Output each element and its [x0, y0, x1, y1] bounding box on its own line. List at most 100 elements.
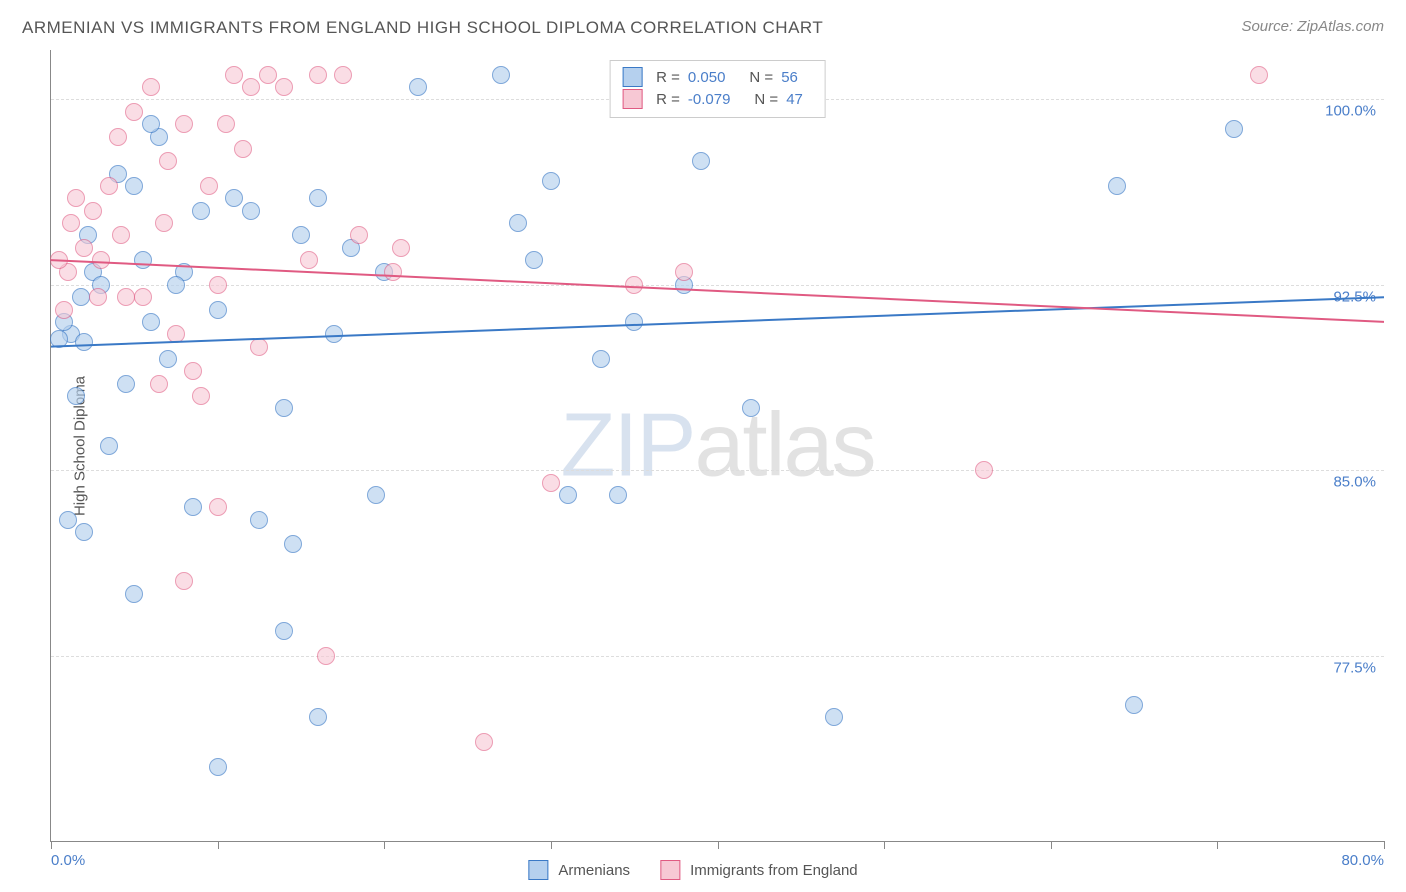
data-point-england [159, 152, 177, 170]
x-tick [51, 841, 52, 849]
legend-swatch-icon [622, 67, 642, 87]
legend-series-label: Immigrants from England [690, 862, 858, 879]
legend-n-label: N = [749, 69, 773, 86]
data-point-england [50, 251, 68, 269]
data-point-england [675, 263, 693, 281]
watermark: ZIPatlas [560, 394, 874, 497]
data-point-england [175, 572, 193, 590]
data-point-armenians [75, 333, 93, 351]
data-point-england [350, 226, 368, 244]
data-point-england [625, 276, 643, 294]
legend-r-value: -0.079 [688, 91, 731, 108]
data-point-england [92, 251, 110, 269]
legend-stats-box: R =0.050N =56R =-0.079N =47 [609, 60, 826, 118]
legend-swatch-icon [528, 860, 548, 880]
x-tick-label: 80.0% [1341, 852, 1384, 869]
data-point-england [84, 202, 102, 220]
data-point-armenians [100, 437, 118, 455]
data-point-england [975, 461, 993, 479]
data-point-armenians [284, 535, 302, 553]
data-point-armenians [1225, 120, 1243, 138]
data-point-england [117, 288, 135, 306]
chart-area: ZIPatlas 77.5%85.0%92.5%100.0%0.0%80.0%R… [50, 50, 1384, 842]
data-point-england [150, 375, 168, 393]
data-point-armenians [142, 115, 160, 133]
data-point-armenians [625, 313, 643, 331]
legend-n-value: 47 [786, 91, 803, 108]
data-point-england [217, 115, 235, 133]
data-point-armenians [125, 177, 143, 195]
data-point-england [234, 140, 252, 158]
data-point-armenians [142, 313, 160, 331]
legend-r-label: R = [656, 69, 680, 86]
legend-r-label: R = [656, 91, 680, 108]
data-point-armenians [692, 152, 710, 170]
data-point-england [317, 647, 335, 665]
trend-lines-svg [51, 50, 1384, 841]
data-point-armenians [609, 486, 627, 504]
legend-stats-row-england: R = -0.079 N = 47 [622, 89, 813, 109]
data-point-england [192, 387, 210, 405]
data-point-armenians [159, 350, 177, 368]
data-point-armenians [134, 251, 152, 269]
grid-line [51, 470, 1384, 471]
data-point-armenians [825, 708, 843, 726]
legend-r-value: 0.050 [688, 69, 726, 86]
data-point-armenians [125, 585, 143, 603]
chart-legend-bottom: ArmeniansImmigrants from England [528, 860, 877, 880]
x-tick [1051, 841, 1052, 849]
data-point-armenians [1125, 696, 1143, 714]
data-point-armenians [309, 708, 327, 726]
data-point-armenians [167, 276, 185, 294]
data-point-england [109, 128, 127, 146]
data-point-armenians [75, 523, 93, 541]
data-point-england [542, 474, 560, 492]
x-tick [1217, 841, 1218, 849]
data-point-england [142, 78, 160, 96]
data-point-england [55, 301, 73, 319]
data-point-england [167, 325, 185, 343]
legend-stats-row-armenians: R =0.050N =56 [622, 67, 813, 87]
y-tick-label: 100.0% [1325, 103, 1376, 120]
data-point-armenians [292, 226, 310, 244]
x-tick [1384, 841, 1385, 849]
data-point-armenians [117, 375, 135, 393]
data-point-armenians [592, 350, 610, 368]
data-point-armenians [59, 511, 77, 529]
data-point-armenians [275, 399, 293, 417]
data-point-england [155, 214, 173, 232]
data-point-armenians [367, 486, 385, 504]
grid-line [51, 656, 1384, 657]
data-point-england [125, 103, 143, 121]
data-point-england [300, 251, 318, 269]
x-tick-label: 0.0% [51, 852, 85, 869]
data-point-england [242, 78, 260, 96]
grid-line [51, 285, 1384, 286]
legend-swatch-icon [622, 89, 642, 109]
source-label: Source: ZipAtlas.com [1241, 18, 1384, 35]
data-point-england [100, 177, 118, 195]
x-tick [718, 841, 719, 849]
data-point-armenians [209, 758, 227, 776]
data-point-armenians [209, 301, 227, 319]
data-point-england [67, 189, 85, 207]
trend-line-england [51, 260, 1384, 322]
data-point-armenians [225, 189, 243, 207]
data-point-armenians [67, 387, 85, 405]
data-point-armenians [559, 486, 577, 504]
trend-line-armenians [51, 297, 1384, 346]
chart-title: ARMENIAN VS IMMIGRANTS FROM ENGLAND HIGH… [22, 18, 823, 38]
data-point-england [175, 115, 193, 133]
data-point-england [334, 66, 352, 84]
data-point-armenians [309, 189, 327, 207]
data-point-england [89, 288, 107, 306]
data-point-armenians [509, 214, 527, 232]
data-point-armenians [525, 251, 543, 269]
legend-n-label: N = [754, 91, 778, 108]
data-point-england [225, 66, 243, 84]
data-point-armenians [275, 622, 293, 640]
data-point-armenians [184, 498, 202, 516]
data-point-armenians [492, 66, 510, 84]
data-point-armenians [1108, 177, 1126, 195]
data-point-armenians [250, 511, 268, 529]
